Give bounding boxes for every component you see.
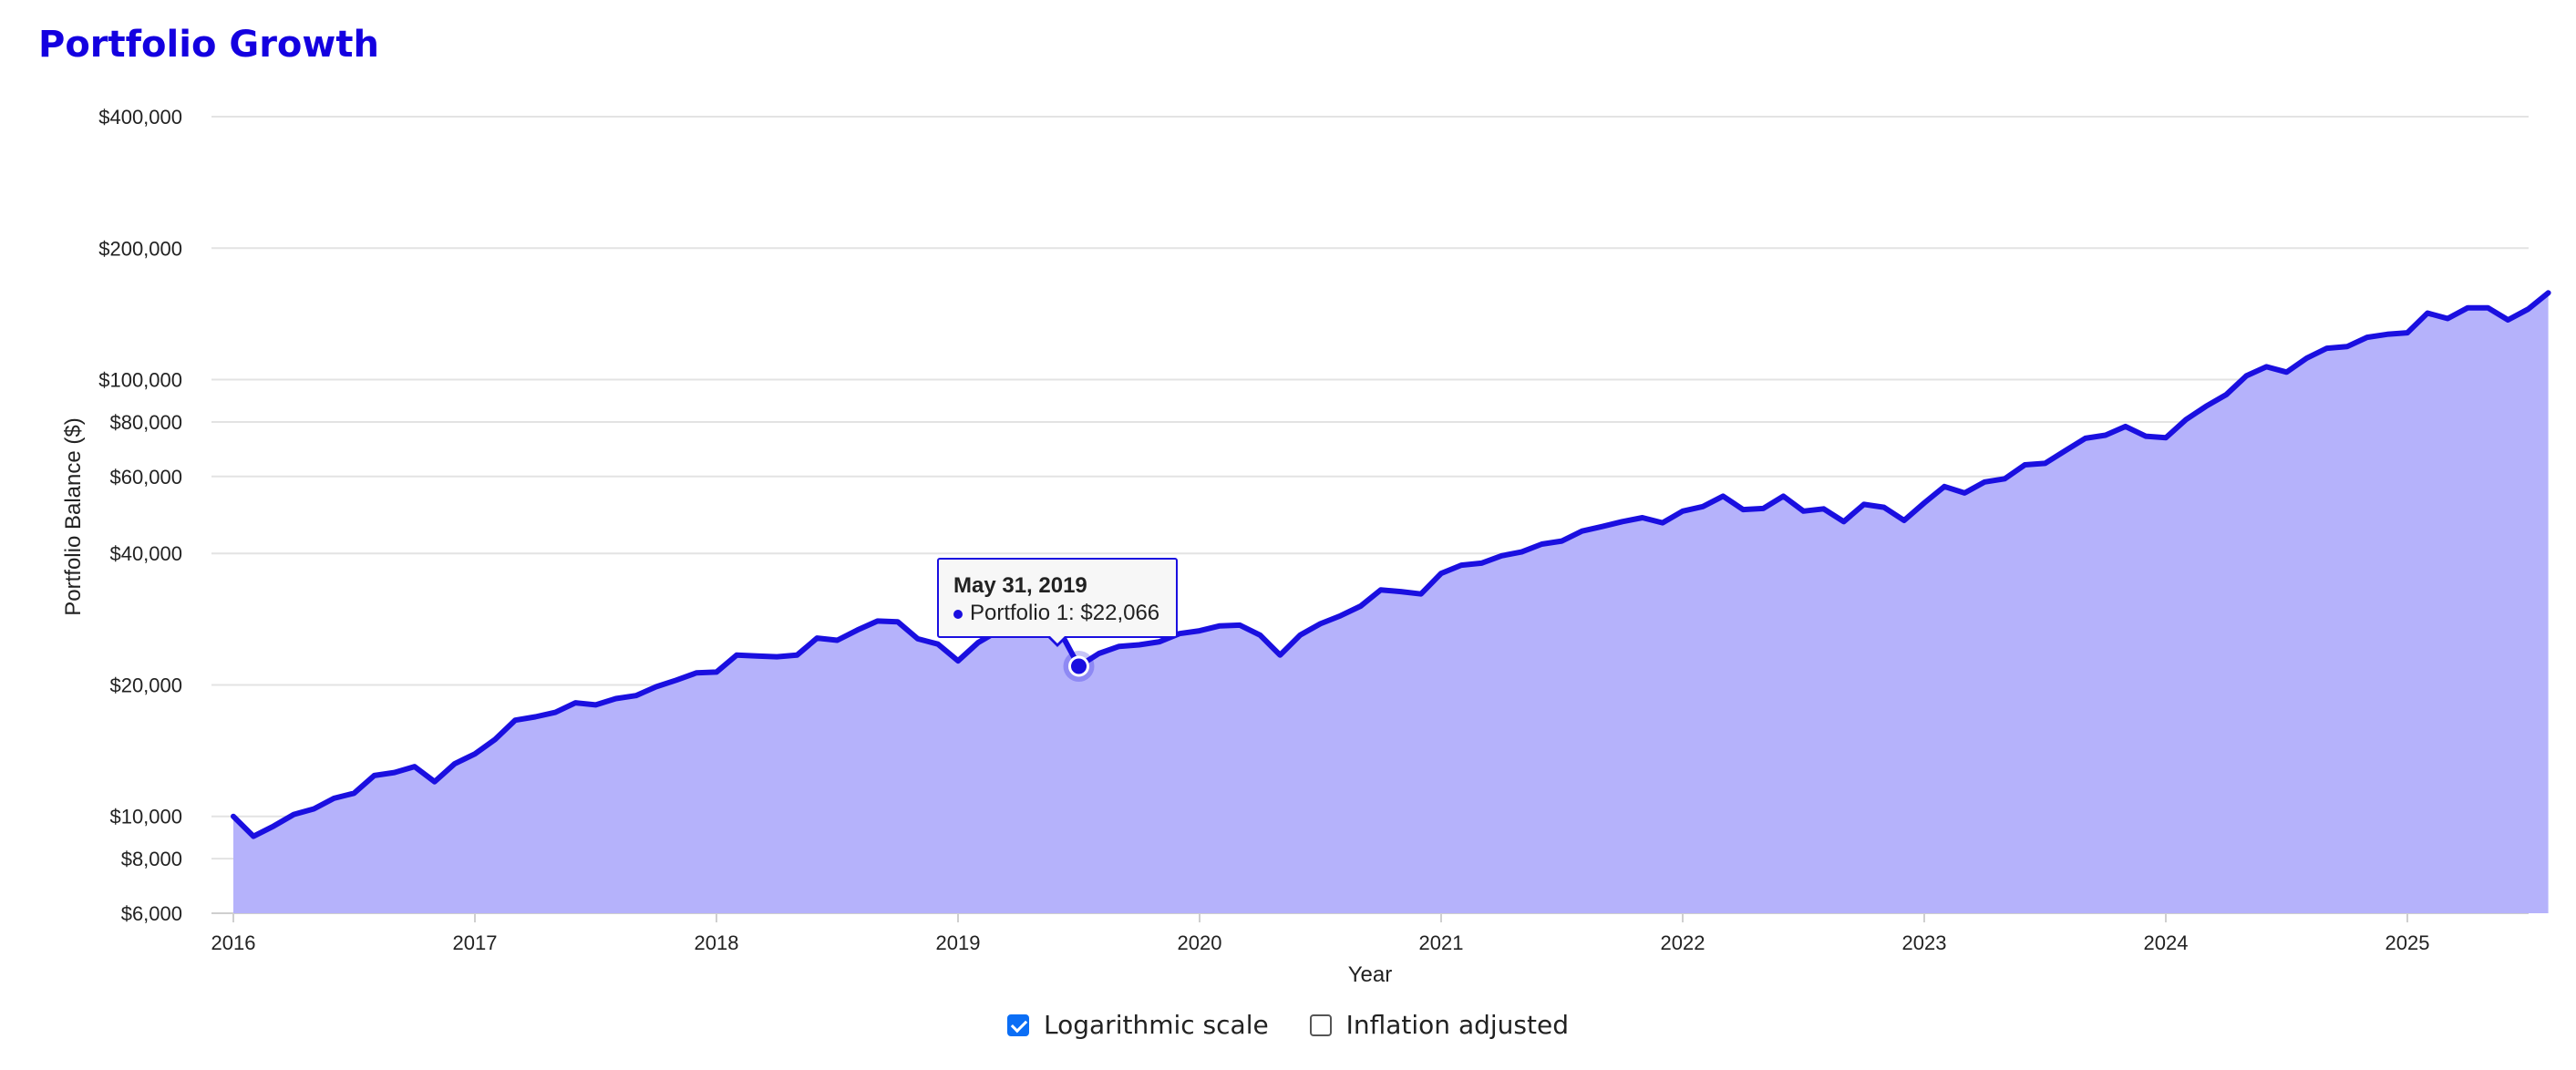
series-line [231, 290, 2551, 839]
tooltip-value-line: Portfolio 1: $22,066 [953, 600, 1176, 627]
y-tick-label: $8,000 [121, 848, 182, 870]
y-tick-label: $40,000 [109, 542, 182, 565]
inflation-label: Inflation adjusted [1345, 1010, 1569, 1040]
series-dot-icon [953, 609, 963, 619]
log-scale-label: Logarithmic scale [1044, 1010, 1269, 1040]
tooltip-date: May 31, 2019 [953, 573, 1087, 598]
y-axis-title: Portfolio Balance ($) [61, 417, 86, 615]
tooltip-value: Portfolio 1: $22,066 [970, 601, 1160, 625]
hover-marker [1063, 650, 1095, 682]
x-tick-label: 2023 [1902, 931, 1947, 954]
x-axis-ticks: 2016 2017 2018 2019 2020 2021 2022 2023 2024 2025 [211, 913, 2430, 954]
y-axis-ticks: $6,000 $8,000 $10,000 $20,000 $40,000 $60,000… [98, 106, 182, 925]
inflation-toggle[interactable]: Inflation adjusted [1309, 1010, 1569, 1040]
x-tick-label: 2019 [936, 931, 981, 954]
y-tick-label: $60,000 [109, 466, 182, 489]
y-tick-label: $6,000 [121, 902, 182, 925]
inflation-checkbox[interactable] [1309, 1013, 1332, 1036]
portfolio-growth-chart: $6,000 $8,000 $10,000 $20,000 $40,000 $60,000… [61, 106, 2551, 987]
y-tick-label: $100,000 [98, 369, 182, 392]
chart-title: Portfolio Growth [38, 24, 379, 66]
x-axis-title: Year [1348, 962, 1393, 987]
x-tick-label: 2016 [211, 931, 256, 954]
y-tick-label: $80,000 [109, 411, 182, 434]
series-area-fill [233, 293, 2549, 913]
x-tick-label: 2022 [1661, 931, 1705, 954]
chart-controls: Logarithmic scale Inflation adjusted [0, 1010, 2576, 1043]
y-tick-label: $20,000 [109, 674, 182, 696]
chart-tooltip: May 31, 2019 Portfolio 1: $22,066 [937, 558, 1178, 638]
log-scale-toggle[interactable]: Logarithmic scale [1007, 1010, 1269, 1040]
x-tick-label: 2025 [2385, 931, 2430, 954]
y-tick-label: $400,000 [98, 106, 182, 129]
y-tick-label: $200,000 [98, 237, 182, 260]
x-tick-label: 2020 [1178, 931, 1222, 954]
hover-point [1068, 655, 1089, 677]
tooltip-pointer-fill [1049, 635, 1066, 643]
x-tick-label: 2021 [1419, 931, 1464, 954]
x-tick-label: 2024 [2144, 931, 2189, 954]
x-tick-label: 2018 [695, 931, 739, 954]
area-layer [231, 290, 2551, 913]
log-scale-checkbox[interactable] [1007, 1013, 1030, 1036]
x-tick-label: 2017 [453, 931, 498, 954]
y-tick-label: $10,000 [109, 806, 182, 828]
